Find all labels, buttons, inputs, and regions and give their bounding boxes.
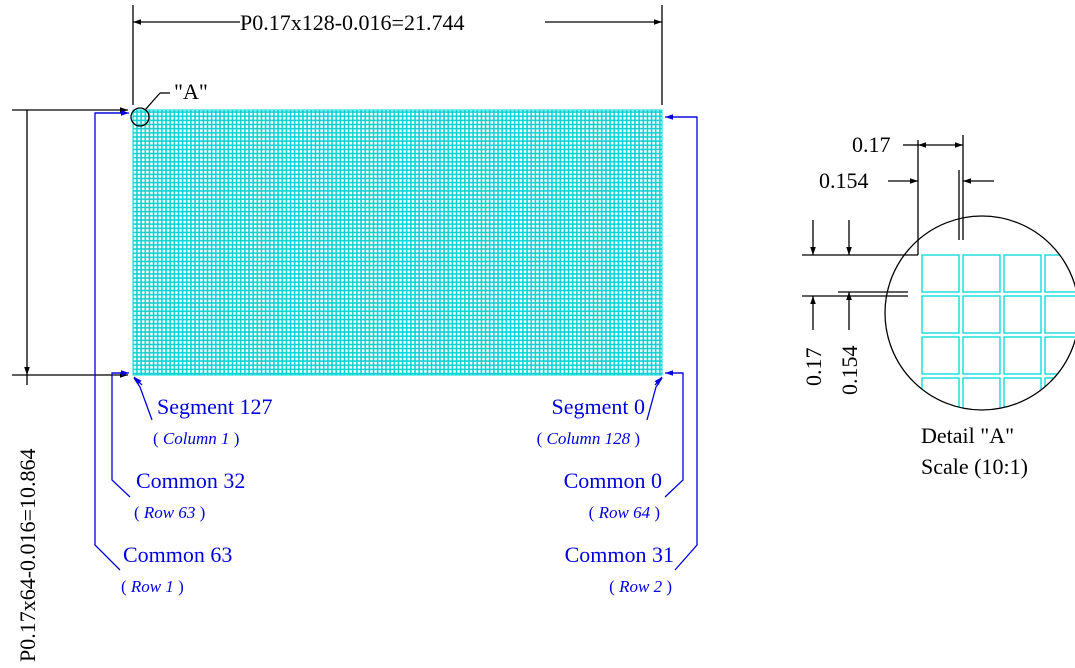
- width-dimension: P0.17x128-0.016=21.744: [132, 5, 663, 105]
- detail-a-label: "A": [174, 79, 208, 104]
- detail-pixel-cells: [921, 254, 1075, 410]
- detail-pitch-h: 0.17: [852, 132, 891, 157]
- right-callouts: Segment 0 ( Column 128 ) Common 0 ( Row …: [537, 114, 698, 596]
- detail-pitch-v: 0.17: [801, 348, 826, 387]
- segment-127-label: Segment 127: [157, 394, 273, 419]
- height-dimension: P0.17x64-0.016=10.864: [12, 107, 128, 662]
- pixel-matrix: [132, 109, 663, 376]
- common-31-sub: ( Row 2 ): [609, 577, 672, 596]
- common-32-label: Common 32: [136, 468, 245, 493]
- common-0-sub: ( Row 64 ): [589, 503, 660, 522]
- detail-title: Detail "A": [921, 423, 1014, 448]
- common-63-sub: ( Row 1 ): [121, 577, 184, 596]
- common-31-label: Common 31: [565, 542, 674, 567]
- common-63-label: Common 63: [123, 542, 232, 567]
- height-dimension-text: P0.17x64-0.016=10.864: [15, 449, 40, 662]
- detail-a-view: 0.17 0.154 0.17 0.154 Detail "A" Scale (…: [801, 132, 1075, 479]
- segment-0-sub: ( Column 128 ): [537, 429, 640, 448]
- left-callouts: Segment 127 ( Column 1 ) Common 32 ( Row…: [94, 110, 273, 596]
- common-32-sub: ( Row 63 ): [134, 503, 205, 522]
- detail-circle: [884, 215, 1075, 411]
- detail-dot-h: 0.154: [819, 168, 869, 193]
- detail-scale: Scale (10:1): [921, 454, 1028, 479]
- detail-dot-v: 0.154: [837, 346, 862, 396]
- segment-0-label: Segment 0: [552, 394, 646, 419]
- detail-a-marker: "A": [130, 79, 208, 127]
- pixel-grid: [132, 109, 663, 376]
- width-dimension-text: P0.17x128-0.016=21.744: [240, 10, 464, 35]
- segment-127-sub: ( Column 1 ): [153, 429, 239, 448]
- common-0-label: Common 0: [564, 468, 662, 493]
